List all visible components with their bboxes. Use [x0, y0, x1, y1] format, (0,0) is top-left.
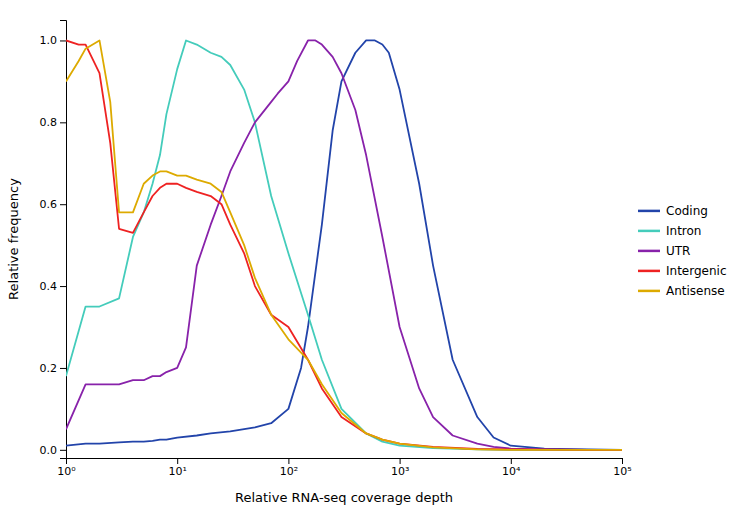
- x-tick: 10⁵: [613, 458, 631, 478]
- legend: Coding Intron UTR Intergenic Antisense: [638, 204, 727, 298]
- legend-swatch: [638, 250, 660, 253]
- y-axis-title: Relative frequency: [6, 178, 21, 300]
- x-tick-label: 10²: [280, 465, 298, 478]
- x-tick: 10¹: [168, 458, 186, 478]
- plot-area: 10⁰ 10¹ 10² 10³ 10⁴ 10⁵ 0.0 0.2 0.4 0.6 0.8 1.0: [40, 21, 632, 478]
- x-tick-label: 10⁰: [57, 465, 76, 478]
- y-tick-label: 0.4: [40, 280, 58, 293]
- y-tick-mark: [60, 204, 66, 205]
- x-axis-line: [67, 459, 623, 465]
- legend-label: UTR: [666, 244, 690, 258]
- legend-item: Intron: [638, 224, 701, 238]
- x-tick-mark: [511, 458, 512, 464]
- y-tick-mark: [60, 40, 66, 41]
- y-tick: 0.4: [40, 280, 67, 293]
- y-tick-label: 0.6: [40, 198, 58, 211]
- y-tick-label: 1.0: [40, 34, 58, 47]
- x-tick: 10²: [280, 458, 298, 478]
- legend-swatch: [638, 230, 660, 233]
- series-line: [66, 40, 622, 449]
- x-tick-label: 10⁵: [613, 465, 631, 478]
- x-tick-mark: [177, 458, 178, 464]
- x-tick-mark: [288, 458, 289, 464]
- y-tick: 1.0: [40, 34, 67, 47]
- legend-swatch: [638, 210, 660, 213]
- y-tick-mark: [60, 450, 66, 451]
- legend-item: Intergenic: [638, 264, 727, 278]
- x-tick: 10⁴: [502, 458, 521, 478]
- x-tick: 10³: [391, 458, 409, 478]
- chart: 10⁰ 10¹ 10² 10³ 10⁴ 10⁵ 0.0 0.2 0.4 0.6 0.8 1.0 Rela…: [0, 0, 742, 514]
- x-axis-title: Relative RNA-seq coverage depth: [235, 490, 453, 505]
- legend-item: Coding: [638, 204, 708, 218]
- series-line: [66, 40, 622, 449]
- legend-label: Intron: [666, 224, 701, 238]
- y-tick: 0.0: [40, 444, 67, 457]
- legend-label: Antisense: [666, 284, 725, 298]
- series-line: [66, 40, 622, 449]
- x-tick-label: 10⁴: [502, 465, 521, 478]
- legend-swatch: [638, 290, 660, 293]
- y-tick: 0.2: [40, 362, 67, 375]
- y-tick: 0.6: [40, 198, 67, 211]
- series-lines: [66, 40, 622, 449]
- y-axis-line: [60, 21, 67, 459]
- y-axis: 0.0 0.2 0.4 0.6 0.8 1.0: [40, 21, 67, 459]
- y-tick: 0.8: [40, 116, 67, 129]
- y-tick-label: 0.0: [40, 444, 58, 457]
- y-tick-label: 0.2: [40, 362, 58, 375]
- series-line: [66, 40, 622, 449]
- x-tick-label: 10¹: [168, 465, 186, 478]
- legend-swatch: [638, 270, 660, 273]
- legend-label: Intergenic: [666, 264, 727, 278]
- x-tick: 10⁰: [57, 458, 76, 478]
- x-tick-mark: [400, 458, 401, 464]
- legend-label: Coding: [666, 204, 708, 218]
- y-tick-mark: [60, 286, 66, 287]
- x-axis: 10⁰ 10¹ 10² 10³ 10⁴ 10⁵: [57, 458, 631, 478]
- series-line: [66, 40, 622, 449]
- x-tick-label: 10³: [391, 465, 409, 478]
- y-tick-mark: [60, 122, 66, 123]
- legend-item: UTR: [638, 244, 690, 258]
- x-tick-mark: [622, 458, 623, 464]
- y-tick-label: 0.8: [40, 116, 58, 129]
- legend-item: Antisense: [638, 284, 725, 298]
- y-tick-mark: [60, 368, 66, 369]
